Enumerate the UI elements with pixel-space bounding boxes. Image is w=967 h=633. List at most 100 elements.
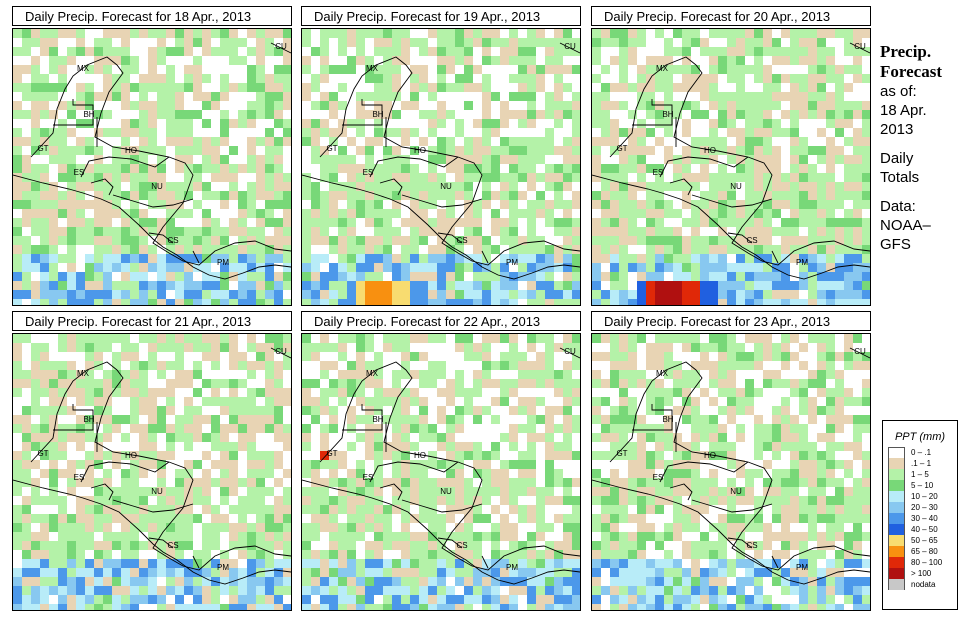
precip-cell	[545, 146, 554, 155]
boundary-line	[849, 347, 870, 359]
precip-cell	[718, 487, 727, 496]
precip-cell	[356, 245, 365, 254]
precip-cell	[853, 334, 862, 343]
precip-cell	[428, 119, 437, 128]
precip-cell	[157, 370, 166, 379]
precip-cell	[85, 272, 94, 281]
precip-cell	[31, 559, 40, 568]
precip-cell	[610, 478, 619, 487]
precip-cell	[554, 191, 563, 200]
precip-cell	[383, 388, 392, 397]
precip-cell	[826, 406, 835, 415]
precip-cell	[772, 74, 781, 83]
precip-cell	[592, 370, 601, 379]
precip-cell	[85, 541, 94, 550]
precip-cell	[410, 460, 419, 469]
precip-cell	[536, 604, 545, 610]
precip-cell	[500, 101, 509, 110]
precip-cell	[76, 218, 85, 227]
precip-cell	[736, 299, 745, 305]
precip-cell	[853, 272, 862, 281]
precip-cell	[392, 38, 401, 47]
precip-cell	[166, 299, 175, 305]
precip-cell	[13, 469, 22, 478]
precip-cell	[610, 128, 619, 137]
precip-cell	[790, 281, 799, 290]
precip-cell	[527, 334, 536, 343]
precip-cell	[401, 388, 410, 397]
boundary-line	[112, 499, 194, 513]
precip-cell	[40, 83, 49, 92]
precip-cell	[428, 334, 437, 343]
precip-cell	[22, 245, 31, 254]
precip-cell	[94, 478, 103, 487]
precip-cell	[274, 586, 283, 595]
precip-cell	[817, 47, 826, 56]
panel-title: Daily Precip. Forecast for 18 Apr., 2013	[12, 6, 292, 26]
precip-cell	[94, 254, 103, 263]
precip-cell	[274, 406, 283, 415]
precip-cell	[85, 595, 94, 604]
precip-cell	[601, 83, 610, 92]
precip-cell	[40, 541, 49, 550]
precip-cell	[121, 128, 130, 137]
precip-cell	[655, 532, 664, 541]
precip-cell	[311, 101, 320, 110]
precip-cell	[184, 541, 193, 550]
precip-cell	[311, 218, 320, 227]
precip-cell	[518, 110, 527, 119]
precip-cell	[265, 541, 274, 550]
precip-cell	[338, 101, 347, 110]
precip-cell	[619, 101, 628, 110]
precip-cell	[365, 478, 374, 487]
precip-cell	[727, 478, 736, 487]
precip-cell	[619, 370, 628, 379]
boundary-line	[112, 194, 194, 208]
precip-cell	[401, 460, 410, 469]
precip-cell	[166, 83, 175, 92]
precip-cell	[817, 227, 826, 236]
precip-cell	[166, 379, 175, 388]
precip-cell	[817, 586, 826, 595]
precip-cell	[482, 56, 491, 65]
precip-cell	[853, 496, 862, 505]
precip-cell	[67, 388, 76, 397]
precip-cell	[374, 110, 383, 119]
precip-cell	[31, 182, 40, 191]
precip-cell	[691, 514, 700, 523]
precip-cell	[718, 442, 727, 451]
legend-label: 5 – 10	[911, 481, 934, 490]
precip-cell	[464, 586, 473, 595]
precip-cell	[664, 281, 673, 290]
country-label: BH	[372, 415, 383, 424]
precip-cell	[464, 334, 473, 343]
boundary-line	[609, 56, 870, 266]
precip-cell	[49, 146, 58, 155]
precip-cell	[437, 155, 446, 164]
precip-cell	[727, 110, 736, 119]
precip-cell	[491, 263, 500, 272]
precip-cell	[718, 379, 727, 388]
precip-cell	[85, 433, 94, 442]
precip-cell	[718, 541, 727, 550]
precip-cell	[256, 101, 265, 110]
precip-cell	[754, 433, 763, 442]
precip-cell	[365, 379, 374, 388]
precip-cell	[736, 433, 745, 442]
precip-cell	[500, 191, 509, 200]
precip-cell	[157, 290, 166, 299]
precip-cell	[49, 478, 58, 487]
precip-cell	[799, 101, 808, 110]
precip-cell	[419, 334, 428, 343]
precip-cell	[112, 236, 121, 245]
precip-cell	[718, 586, 727, 595]
precip-cell	[610, 379, 619, 388]
precip-cell	[727, 460, 736, 469]
precip-cell	[655, 361, 664, 370]
boundary-line	[592, 174, 870, 280]
precip-cell	[211, 505, 220, 514]
precip-cell	[545, 209, 554, 218]
precip-cell	[85, 415, 94, 424]
precip-cell	[637, 209, 646, 218]
precip-cell	[610, 137, 619, 146]
